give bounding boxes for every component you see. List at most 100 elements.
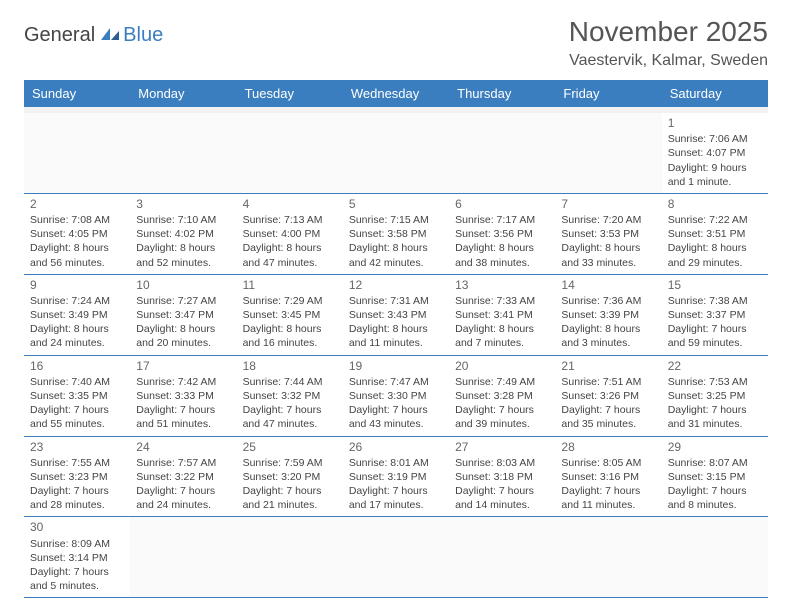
day-number: 26 [349, 439, 443, 455]
day-number: 9 [30, 277, 124, 293]
sunset-text: Sunset: 3:56 PM [455, 227, 549, 241]
day-header-cell: Sunday [24, 80, 130, 107]
empty-cell [662, 517, 768, 597]
day-number: 14 [561, 277, 655, 293]
calendar-page: General Blue November 2025 Vaestervik, K… [0, 0, 792, 614]
daylight-text: Daylight: 8 hours and 38 minutes. [455, 241, 549, 269]
sunset-text: Sunset: 3:28 PM [455, 389, 549, 403]
sunset-text: Sunset: 3:49 PM [30, 308, 124, 322]
empty-cell [555, 113, 661, 193]
sunrise-text: Sunrise: 7:38 AM [668, 294, 762, 308]
title-block: November 2025 Vaestervik, Kalmar, Sweden [569, 16, 768, 70]
sunset-text: Sunset: 4:00 PM [243, 227, 337, 241]
sunrise-text: Sunrise: 7:53 AM [668, 375, 762, 389]
daylight-text: Daylight: 7 hours and 5 minutes. [30, 565, 124, 593]
sunrise-text: Sunrise: 8:05 AM [561, 456, 655, 470]
empty-cell [237, 517, 343, 597]
day-number: 19 [349, 358, 443, 374]
sunset-text: Sunset: 3:26 PM [561, 389, 655, 403]
daylight-text: Daylight: 8 hours and 56 minutes. [30, 241, 124, 269]
day-number: 4 [243, 196, 337, 212]
day-cell: 14Sunrise: 7:36 AMSunset: 3:39 PMDayligh… [555, 275, 661, 355]
day-cell: 17Sunrise: 7:42 AMSunset: 3:33 PMDayligh… [130, 356, 236, 436]
daylight-text: Daylight: 7 hours and 21 minutes. [243, 484, 337, 512]
day-cell: 27Sunrise: 8:03 AMSunset: 3:18 PMDayligh… [449, 437, 555, 517]
daylight-text: Daylight: 7 hours and 35 minutes. [561, 403, 655, 431]
logo-text-blue: Blue [123, 24, 163, 47]
sunset-text: Sunset: 3:16 PM [561, 470, 655, 484]
sunrise-text: Sunrise: 7:24 AM [30, 294, 124, 308]
sunset-text: Sunset: 3:45 PM [243, 308, 337, 322]
day-cell: 25Sunrise: 7:59 AMSunset: 3:20 PMDayligh… [237, 437, 343, 517]
day-header-row: SundayMondayTuesdayWednesdayThursdayFrid… [24, 80, 768, 107]
location-text: Vaestervik, Kalmar, Sweden [569, 52, 768, 70]
day-number: 22 [668, 358, 762, 374]
day-cell: 10Sunrise: 7:27 AMSunset: 3:47 PMDayligh… [130, 275, 236, 355]
week-row: 16Sunrise: 7:40 AMSunset: 3:35 PMDayligh… [24, 356, 768, 437]
logo-sail-icon [99, 26, 121, 42]
day-number: 5 [349, 196, 443, 212]
sunset-text: Sunset: 3:22 PM [136, 470, 230, 484]
daylight-text: Daylight: 8 hours and 29 minutes. [668, 241, 762, 269]
day-header-cell: Tuesday [237, 80, 343, 107]
day-number: 3 [136, 196, 230, 212]
daylight-text: Daylight: 9 hours and 1 minute. [668, 161, 762, 189]
day-number: 17 [136, 358, 230, 374]
daylight-text: Daylight: 7 hours and 24 minutes. [136, 484, 230, 512]
week-row: 23Sunrise: 7:55 AMSunset: 3:23 PMDayligh… [24, 437, 768, 518]
day-cell: 6Sunrise: 7:17 AMSunset: 3:56 PMDaylight… [449, 194, 555, 274]
daylight-text: Daylight: 7 hours and 47 minutes. [243, 403, 337, 431]
sunrise-text: Sunrise: 7:59 AM [243, 456, 337, 470]
daylight-text: Daylight: 8 hours and 11 minutes. [349, 322, 443, 350]
day-number: 20 [455, 358, 549, 374]
day-number: 12 [349, 277, 443, 293]
day-cell: 20Sunrise: 7:49 AMSunset: 3:28 PMDayligh… [449, 356, 555, 436]
sunset-text: Sunset: 3:14 PM [30, 551, 124, 565]
day-cell: 23Sunrise: 7:55 AMSunset: 3:23 PMDayligh… [24, 437, 130, 517]
sunrise-text: Sunrise: 7:36 AM [561, 294, 655, 308]
sunrise-text: Sunrise: 8:01 AM [349, 456, 443, 470]
sunrise-text: Sunrise: 7:27 AM [136, 294, 230, 308]
day-cell: 13Sunrise: 7:33 AMSunset: 3:41 PMDayligh… [449, 275, 555, 355]
daylight-text: Daylight: 8 hours and 33 minutes. [561, 241, 655, 269]
daylight-text: Daylight: 8 hours and 20 minutes. [136, 322, 230, 350]
sunrise-text: Sunrise: 7:06 AM [668, 132, 762, 146]
empty-cell [237, 113, 343, 193]
sunrise-text: Sunrise: 7:31 AM [349, 294, 443, 308]
day-cell: 11Sunrise: 7:29 AMSunset: 3:45 PMDayligh… [237, 275, 343, 355]
week-row: 1Sunrise: 7:06 AMSunset: 4:07 PMDaylight… [24, 113, 768, 194]
sunset-text: Sunset: 4:07 PM [668, 146, 762, 160]
day-header-cell: Thursday [449, 80, 555, 107]
day-number: 8 [668, 196, 762, 212]
day-number: 27 [455, 439, 549, 455]
day-number: 18 [243, 358, 337, 374]
daylight-text: Daylight: 7 hours and 31 minutes. [668, 403, 762, 431]
sunrise-text: Sunrise: 7:15 AM [349, 213, 443, 227]
sunset-text: Sunset: 3:47 PM [136, 308, 230, 322]
sunset-text: Sunset: 4:02 PM [136, 227, 230, 241]
sunrise-text: Sunrise: 7:22 AM [668, 213, 762, 227]
day-cell: 22Sunrise: 7:53 AMSunset: 3:25 PMDayligh… [662, 356, 768, 436]
sunset-text: Sunset: 3:53 PM [561, 227, 655, 241]
sunrise-text: Sunrise: 7:33 AM [455, 294, 549, 308]
day-cell: 26Sunrise: 8:01 AMSunset: 3:19 PMDayligh… [343, 437, 449, 517]
day-number: 30 [30, 519, 124, 535]
day-number: 24 [136, 439, 230, 455]
day-cell: 24Sunrise: 7:57 AMSunset: 3:22 PMDayligh… [130, 437, 236, 517]
sunrise-text: Sunrise: 7:57 AM [136, 456, 230, 470]
day-cell: 3Sunrise: 7:10 AMSunset: 4:02 PMDaylight… [130, 194, 236, 274]
sunrise-text: Sunrise: 8:03 AM [455, 456, 549, 470]
day-number: 7 [561, 196, 655, 212]
sunrise-text: Sunrise: 7:13 AM [243, 213, 337, 227]
empty-cell [555, 517, 661, 597]
sunset-text: Sunset: 3:37 PM [668, 308, 762, 322]
day-cell: 28Sunrise: 8:05 AMSunset: 3:16 PMDayligh… [555, 437, 661, 517]
day-number: 21 [561, 358, 655, 374]
day-number: 6 [455, 196, 549, 212]
day-cell: 4Sunrise: 7:13 AMSunset: 4:00 PMDaylight… [237, 194, 343, 274]
empty-cell [130, 113, 236, 193]
sunset-text: Sunset: 3:20 PM [243, 470, 337, 484]
daylight-text: Daylight: 8 hours and 24 minutes. [30, 322, 124, 350]
day-header-cell: Friday [555, 80, 661, 107]
day-cell: 29Sunrise: 8:07 AMSunset: 3:15 PMDayligh… [662, 437, 768, 517]
